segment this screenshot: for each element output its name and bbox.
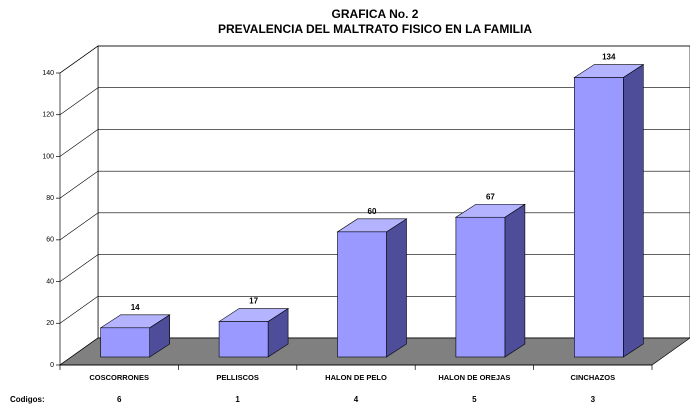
bar-side (504, 203, 526, 358)
y-tick-label: 140 (42, 70, 54, 77)
code-label: 4 (354, 395, 359, 404)
y-tick-label: 60 (46, 237, 54, 244)
bar-side (386, 218, 407, 358)
chart-subtitle: PREVALENCIA DEL MALTRATO FISICO EN LA FA… (218, 22, 532, 36)
side-wall (59, 45, 99, 366)
grid-line (59, 212, 99, 241)
y-tick-label: 120 (42, 112, 54, 119)
grid-line (59, 87, 99, 115)
y-tick-label: 80 (46, 195, 54, 202)
bar (455, 216, 506, 358)
y-tick-label: 0 (50, 362, 54, 369)
chart-title: GRAFICA No. 2 (332, 7, 419, 21)
x-tick-label: HALON DE OREJAS (438, 373, 510, 382)
x-tick-label: PELLISCOS (216, 373, 259, 382)
value-label: 17 (249, 297, 258, 306)
y-tick-label: 20 (46, 320, 54, 327)
grid-line (59, 254, 99, 282)
bar (218, 321, 269, 358)
y-tick-label: 40 (46, 278, 54, 285)
value-label: 14 (131, 303, 140, 312)
bar (100, 327, 150, 358)
grid-line (59, 296, 99, 324)
code-label: 3 (591, 395, 596, 404)
code-label: 1 (235, 395, 240, 404)
x-tick-label: COSCORRONES (89, 373, 149, 382)
bar (337, 231, 387, 358)
value-label: 60 (368, 207, 377, 216)
grid-line (59, 129, 99, 157)
code-label: 5 (472, 395, 477, 404)
code-label: 6 (117, 395, 122, 404)
x-tick-label: HALON DE PELO (325, 373, 387, 382)
value-label: 67 (486, 192, 495, 201)
bar (573, 77, 624, 358)
grid-line (59, 45, 99, 74)
y-tick-label: 100 (42, 153, 54, 160)
codes-label: Codigos: (10, 395, 45, 404)
grid-line (59, 170, 99, 199)
bar-side (622, 63, 644, 358)
value-label: 134 (602, 53, 616, 62)
x-tick-label: CINCHAZOS (571, 373, 616, 382)
